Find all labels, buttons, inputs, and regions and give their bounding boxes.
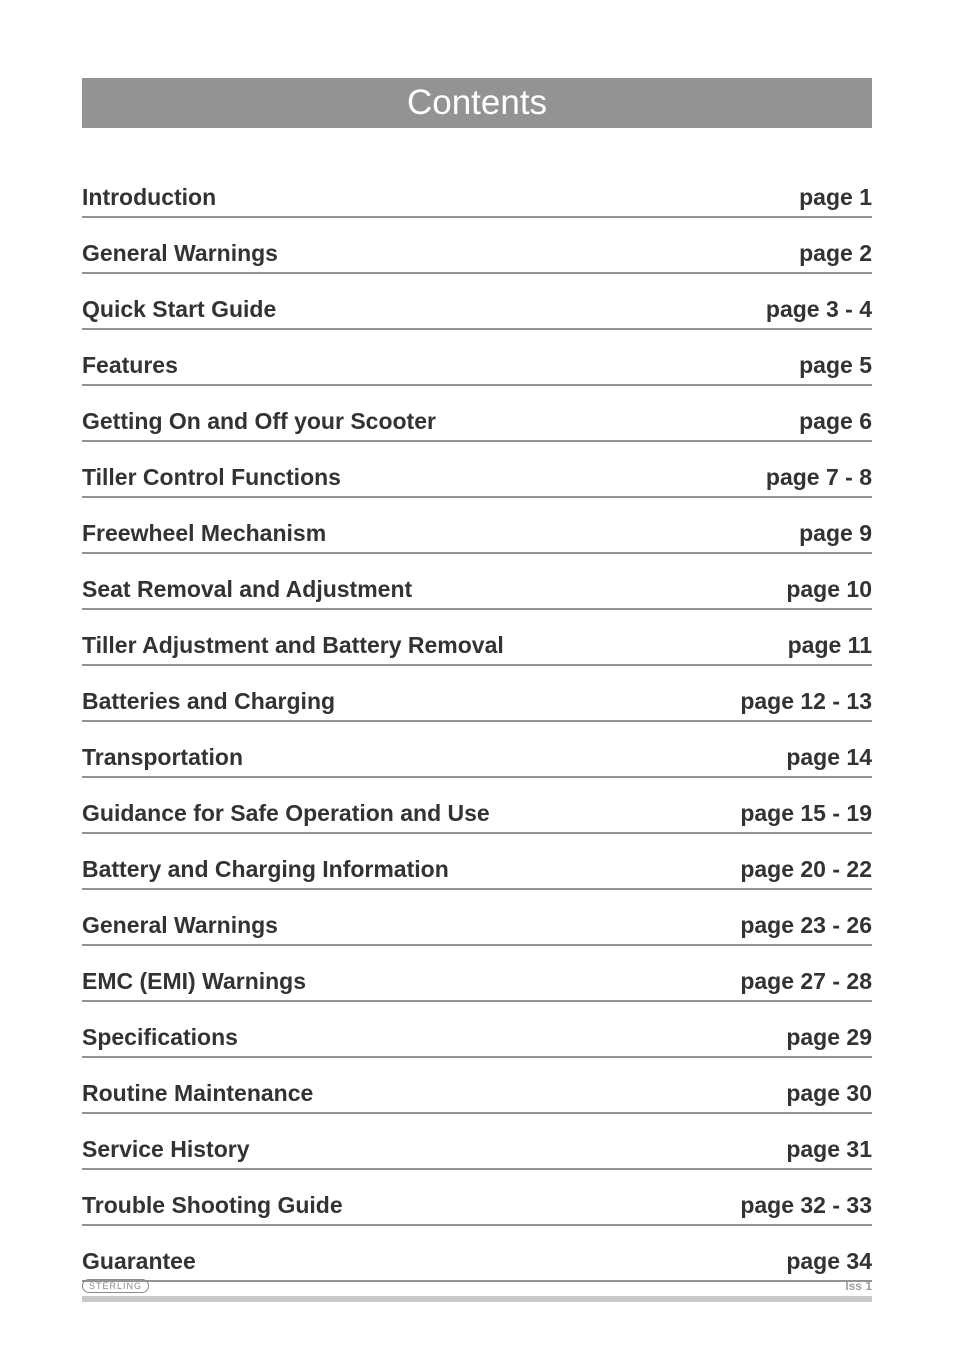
- toc-page: page 14: [786, 744, 872, 771]
- toc-page: page 32 - 33: [740, 1192, 872, 1219]
- toc-row: Transportation page 14: [82, 744, 872, 778]
- toc-row: Guarantee page 34: [82, 1248, 872, 1282]
- document-page: Contents Introduction page 1 General War…: [0, 0, 954, 1350]
- toc-title: Guarantee: [82, 1248, 196, 1275]
- toc-title: Quick Start Guide: [82, 296, 276, 323]
- toc-title: Transportation: [82, 744, 243, 771]
- toc-title: Routine Maintenance: [82, 1080, 313, 1107]
- toc-page: page 34: [786, 1248, 872, 1275]
- toc-row: General Warnings page 23 - 26: [82, 912, 872, 946]
- toc-page: page 1: [799, 184, 872, 211]
- toc-page: page 7 - 8: [766, 464, 872, 491]
- toc-title: Batteries and Charging: [82, 688, 335, 715]
- toc-row: Seat Removal and Adjustment page 10: [82, 576, 872, 610]
- contents-title: Contents: [407, 83, 547, 123]
- page-footer: STERLING Iss 1: [82, 1286, 872, 1302]
- toc-page: page 30: [786, 1080, 872, 1107]
- toc-page: page 31: [786, 1136, 872, 1163]
- toc-row: Guidance for Safe Operation and Use page…: [82, 800, 872, 834]
- toc-title: Introduction: [82, 184, 216, 211]
- toc-row: General Warnings page 2: [82, 240, 872, 274]
- footer-issue: Iss 1: [845, 1279, 872, 1293]
- toc-page: page 10: [786, 576, 872, 603]
- toc-page: page 3 - 4: [766, 296, 872, 323]
- toc-title: Features: [82, 352, 178, 379]
- table-of-contents: Introduction page 1 General Warnings pag…: [82, 184, 872, 1304]
- toc-title: EMC (EMI) Warnings: [82, 968, 306, 995]
- toc-page: page 11: [788, 632, 872, 659]
- toc-title: Guidance for Safe Operation and Use: [82, 800, 490, 827]
- toc-row: Freewheel Mechanism page 9: [82, 520, 872, 554]
- toc-title: Seat Removal and Adjustment: [82, 576, 412, 603]
- toc-page: page 12 - 13: [740, 688, 872, 715]
- toc-title: Getting On and Off your Scooter: [82, 408, 436, 435]
- toc-row: Specifications page 29: [82, 1024, 872, 1058]
- contents-title-bar: Contents: [82, 78, 872, 128]
- toc-page: page 23 - 26: [740, 912, 872, 939]
- footer-logo: STERLING: [82, 1279, 149, 1293]
- toc-row: Tiller Adjustment and Battery Removal pa…: [82, 632, 872, 666]
- toc-row: Routine Maintenance page 30: [82, 1080, 872, 1114]
- toc-page: page 27 - 28: [740, 968, 872, 995]
- toc-row: Batteries and Charging page 12 - 13: [82, 688, 872, 722]
- toc-page: page 29: [786, 1024, 872, 1051]
- toc-title: Tiller Adjustment and Battery Removal: [82, 632, 504, 659]
- toc-row: EMC (EMI) Warnings page 27 - 28: [82, 968, 872, 1002]
- toc-row: Introduction page 1: [82, 184, 872, 218]
- toc-row: Tiller Control Functions page 7 - 8: [82, 464, 872, 498]
- toc-title: General Warnings: [82, 240, 278, 267]
- toc-row: Quick Start Guide page 3 - 4: [82, 296, 872, 330]
- toc-row: Trouble Shooting Guide page 32 - 33: [82, 1192, 872, 1226]
- toc-page: page 20 - 22: [740, 856, 872, 883]
- toc-page: page 6: [799, 408, 872, 435]
- toc-page: page 2: [799, 240, 872, 267]
- toc-page: page 9: [799, 520, 872, 547]
- toc-title: General Warnings: [82, 912, 278, 939]
- toc-title: Service History: [82, 1136, 249, 1163]
- toc-title: Specifications: [82, 1024, 238, 1051]
- toc-page: page 15 - 19: [740, 800, 872, 827]
- toc-title: Tiller Control Functions: [82, 464, 341, 491]
- toc-page: page 5: [799, 352, 872, 379]
- toc-title: Battery and Charging Information: [82, 856, 449, 883]
- toc-title: Trouble Shooting Guide: [82, 1192, 343, 1219]
- toc-row: Service History page 31: [82, 1136, 872, 1170]
- toc-row: Getting On and Off your Scooter page 6: [82, 408, 872, 442]
- toc-row: Features page 5: [82, 352, 872, 386]
- toc-title: Freewheel Mechanism: [82, 520, 326, 547]
- toc-row: Battery and Charging Information page 20…: [82, 856, 872, 890]
